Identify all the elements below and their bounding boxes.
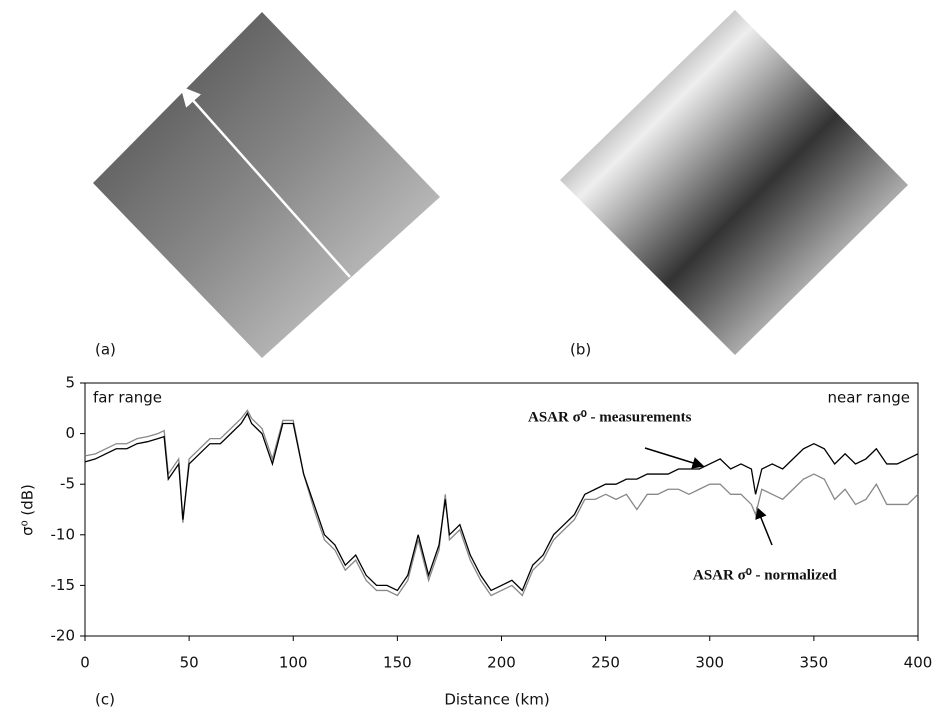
y-tick-label: 0 xyxy=(65,424,75,442)
y-tick-label: -20 xyxy=(51,627,76,645)
annotation: ASAR σ⁰ - normalized xyxy=(693,567,837,583)
x-tick-label: 400 xyxy=(904,654,933,672)
plot-frame xyxy=(84,382,919,637)
y-axis-label: σ⁰ (dB) xyxy=(19,484,37,536)
y-tick-label: 5 xyxy=(65,374,75,392)
x-axis-label: Distance (km) xyxy=(444,691,549,709)
annotation-arrow xyxy=(755,506,773,546)
x-tick-label: 100 xyxy=(279,654,308,672)
x-tick-label: 0 xyxy=(80,654,90,672)
panel-label: (c) xyxy=(95,691,115,709)
y-tick-label: -10 xyxy=(51,525,76,543)
annotation-arrow xyxy=(644,447,705,469)
y-tick-label: -15 xyxy=(51,576,76,594)
series-line xyxy=(84,409,919,597)
x-tick-label: 250 xyxy=(591,654,620,672)
x-tick-label: 350 xyxy=(800,654,829,672)
panel-label: (a) xyxy=(95,341,116,359)
sar-image-b xyxy=(560,10,908,355)
annotation: far range xyxy=(93,389,162,407)
x-tick-label: 50 xyxy=(180,654,199,672)
annotation: near range xyxy=(828,389,910,407)
x-tick-label: 200 xyxy=(487,654,516,672)
y-tick-label: -5 xyxy=(60,475,75,493)
x-tick-label: 300 xyxy=(695,654,724,672)
series-line xyxy=(84,411,919,592)
annotation: ASAR σ⁰ - measurements xyxy=(528,409,692,425)
range-arrow xyxy=(180,86,351,278)
panel-label: (b) xyxy=(570,341,591,359)
sar-image-a xyxy=(93,12,440,358)
x-tick-label: 150 xyxy=(383,654,412,672)
